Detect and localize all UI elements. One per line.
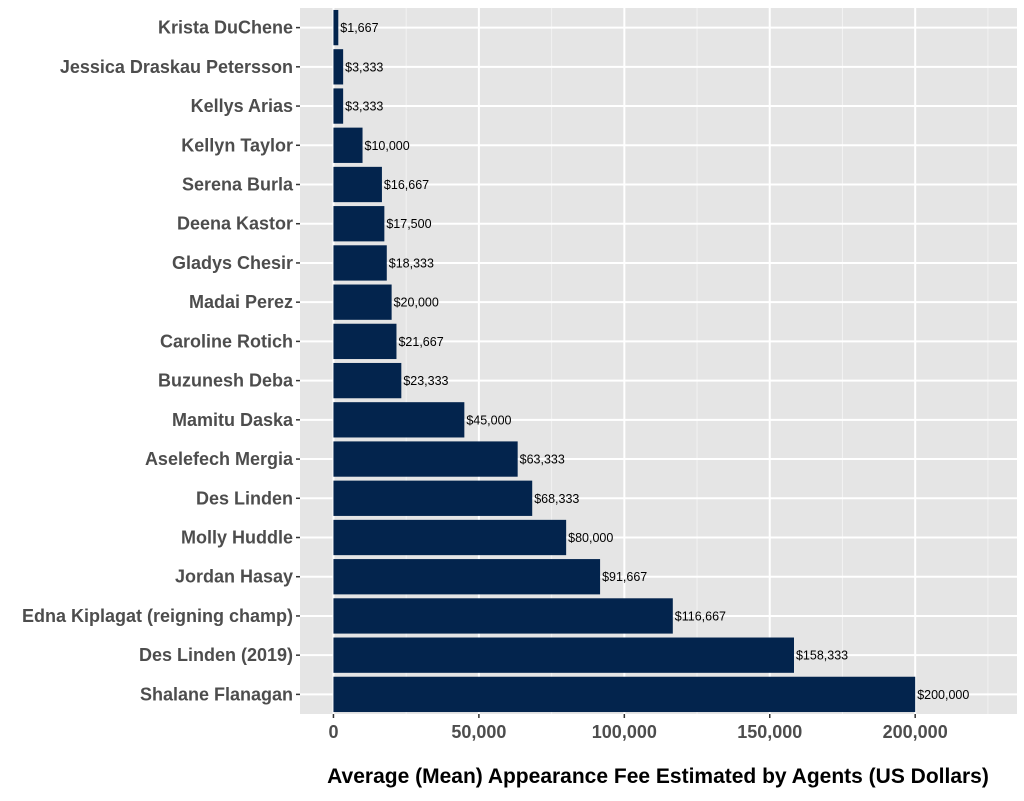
category-label: Des Linden <box>196 488 293 508</box>
x-tick-label: 100,000 <box>592 722 657 742</box>
bar <box>333 559 601 595</box>
data-label: $68,333 <box>534 492 579 506</box>
category-label: Kellys Arias <box>191 96 293 116</box>
x-axis-title: Average (Mean) Appearance Fee Estimated … <box>327 765 989 788</box>
data-label: $158,333 <box>796 649 848 663</box>
category-label: Shalane Flanagan <box>140 684 293 704</box>
data-label: $80,000 <box>568 531 613 545</box>
bar <box>333 206 385 242</box>
category-label: Buzunesh Deba <box>158 371 294 391</box>
bar <box>333 402 465 438</box>
bar <box>333 480 533 516</box>
data-label: $45,000 <box>466 413 511 427</box>
category-label: Molly Huddle <box>181 528 293 548</box>
bar <box>333 598 673 634</box>
category-label: Jessica Draskau Petersson <box>60 57 293 77</box>
category-label: Edna Kiplagat (reigning champ) <box>22 606 293 626</box>
bar <box>333 9 339 46</box>
data-label: $3,333 <box>345 60 383 74</box>
bar <box>333 49 344 85</box>
bar <box>333 323 397 360</box>
category-label: Caroline Rotich <box>160 331 293 351</box>
category-label: Krista DuChene <box>158 18 293 38</box>
data-labels: $1,667 $3,333 $3,333 $10,000 $16,667 $17,500 $… <box>340 21 969 702</box>
data-label: $3,333 <box>345 100 383 114</box>
bar <box>333 166 382 203</box>
data-label: $10,000 <box>365 139 410 153</box>
bar <box>333 284 392 320</box>
x-axis-ticks: 0 50,000 100,000 150,000 200,000 <box>328 714 948 742</box>
bar <box>333 362 402 399</box>
x-tick-label: 200,000 <box>883 722 948 742</box>
category-label: Aselefech Mergia <box>145 449 294 469</box>
category-label: Mamitu Daska <box>172 410 294 430</box>
bar <box>333 245 387 281</box>
category-labels: Krista DuChene Jessica Draskau Petersson K… <box>22 18 300 704</box>
category-label: Serena Burla <box>182 175 294 195</box>
data-label: $200,000 <box>917 688 969 702</box>
x-tick-label: 150,000 <box>737 722 802 742</box>
data-label: $1,667 <box>340 21 378 35</box>
data-label: $63,333 <box>520 453 565 467</box>
data-label: $23,333 <box>403 374 448 388</box>
category-label: Deena Kastor <box>177 214 293 234</box>
data-label: $20,000 <box>394 296 439 310</box>
data-label: $116,667 <box>675 609 726 623</box>
bar <box>333 127 363 163</box>
bars <box>333 9 916 713</box>
category-label: Madai Perez <box>189 292 293 312</box>
category-label: Des Linden (2019) <box>139 645 293 665</box>
bar <box>333 88 344 124</box>
bar <box>333 519 567 556</box>
x-tick-label: 0 <box>328 722 338 742</box>
data-label: $18,333 <box>389 256 434 270</box>
plot-panel <box>300 8 1017 714</box>
data-label: $16,667 <box>384 178 429 192</box>
bar <box>333 637 794 673</box>
category-label: Kellyn Taylor <box>181 135 293 155</box>
bar <box>333 441 518 477</box>
data-label: $21,667 <box>398 335 443 349</box>
category-label: Gladys Chesir <box>172 253 293 273</box>
bar <box>333 676 916 713</box>
category-label: Jordan Hasay <box>175 567 293 587</box>
data-label: $17,500 <box>386 217 431 231</box>
x-tick-label: 50,000 <box>451 722 506 742</box>
data-label: $91,667 <box>602 570 647 584</box>
grid-lines <box>300 8 1017 714</box>
